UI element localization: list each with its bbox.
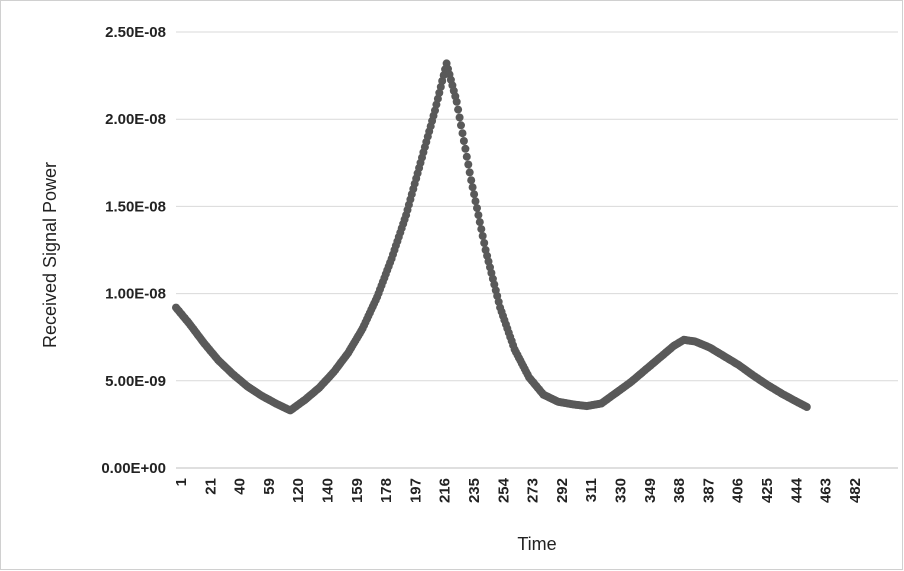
data-point <box>478 232 487 240</box>
x-axis-title: Time <box>517 534 556 554</box>
data-point <box>462 152 471 161</box>
data-point <box>459 137 468 145</box>
x-tick-label: 311 <box>583 478 600 502</box>
x-tick-label: 425 <box>759 478 776 503</box>
x-tick-label: 1 <box>173 478 190 486</box>
data-point <box>475 218 484 227</box>
data-point <box>457 121 465 130</box>
x-tick-label: 59 <box>261 478 278 495</box>
data-point <box>454 105 463 114</box>
x-tick-label: 387 <box>700 478 717 503</box>
data-point <box>467 176 476 185</box>
data-point <box>480 239 489 247</box>
data-point <box>464 160 473 169</box>
data-point <box>458 129 467 138</box>
x-tick-label: 120 <box>290 478 307 503</box>
x-tick-label: 406 <box>730 478 747 503</box>
y-tick-label: 2.50E-08 <box>105 24 166 41</box>
x-tick-label: 159 <box>349 478 366 503</box>
data-point <box>455 113 464 122</box>
y-tick-labels: 0.00E+00 5.00E-09 1.00E-08 1.50E-08 2.00E-08… <box>101 24 166 477</box>
x-tick-label: 40 <box>232 478 249 495</box>
data-point <box>477 225 486 234</box>
data-point <box>465 168 474 177</box>
x-tick-label: 349 <box>642 478 659 503</box>
x-tick-labels: 1 21 40 59 120 140 159 178 197 216 235 254 273 292 311… <box>173 477 864 503</box>
x-tick-label: 216 <box>437 478 454 503</box>
x-tick-label: 197 <box>407 478 424 503</box>
x-tick-label: 444 <box>788 477 805 503</box>
x-tick-label: 140 <box>320 478 337 503</box>
x-tick-label: 368 <box>671 478 688 503</box>
y-tick-label: 0.00E+00 <box>101 460 166 477</box>
x-tick-label: 463 <box>818 478 835 503</box>
data-point <box>470 190 479 199</box>
y-axis-title: Received Signal Power <box>40 162 60 348</box>
data-point <box>452 97 461 106</box>
y-tick-label: 5.00E-09 <box>105 373 166 390</box>
data-point <box>461 144 470 153</box>
x-tick-label: 330 <box>613 478 630 503</box>
x-tick-label: 178 <box>378 478 395 503</box>
x-tick-label: 482 <box>847 478 864 503</box>
gridlines <box>176 31 898 469</box>
x-tick-label: 21 <box>202 478 219 495</box>
data-point <box>468 183 477 192</box>
data-point <box>474 211 483 220</box>
y-tick-label: 1.00E-08 <box>105 286 166 303</box>
data-point <box>471 197 480 206</box>
x-tick-label: 273 <box>525 478 542 503</box>
x-tick-label: 235 <box>466 478 483 503</box>
x-tick-label: 254 <box>495 477 512 503</box>
data-points <box>172 59 811 415</box>
y-tick-label: 2.00E-08 <box>105 111 166 128</box>
data-point <box>473 204 481 213</box>
y-tick-label: 1.50E-08 <box>105 198 166 215</box>
x-tick-label: 292 <box>554 478 571 503</box>
data-point <box>802 403 811 411</box>
